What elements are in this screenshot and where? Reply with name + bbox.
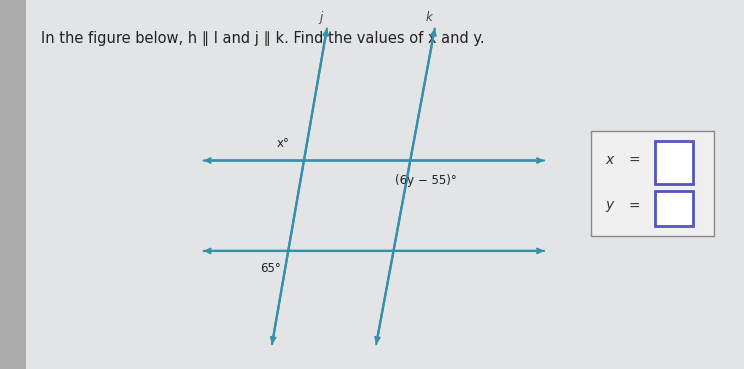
Text: $y$: $y$ (605, 199, 615, 214)
Text: $x$: $x$ (605, 154, 615, 168)
Bar (655, 141, 693, 184)
Text: 65°: 65° (260, 262, 280, 275)
Text: In the figure below, h ∥ l and j ∥ k. Find the values of x and y.: In the figure below, h ∥ l and j ∥ k. Fi… (41, 31, 484, 46)
Bar (0, 0, 26, 369)
Text: (6y − 55)°: (6y − 55)° (395, 174, 457, 187)
Bar (655, 191, 693, 226)
Text: j: j (320, 11, 323, 24)
Text: =: = (629, 200, 641, 214)
Text: k: k (426, 11, 433, 24)
Text: =: = (629, 154, 641, 168)
Text: x°: x° (277, 137, 289, 151)
Bar (591, 131, 714, 236)
